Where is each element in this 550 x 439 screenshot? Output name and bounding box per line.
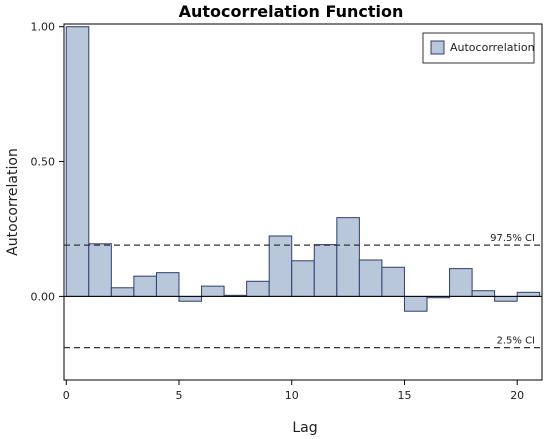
bar-lag-14 <box>381 266 405 297</box>
bar-lag-10 <box>291 260 315 297</box>
bars-group <box>65 26 541 312</box>
bar-lag-2 <box>110 287 135 297</box>
y-tick-label: 0.00 <box>31 290 56 303</box>
bar-lag-17 <box>449 268 473 297</box>
bar-lag-12 <box>336 217 360 297</box>
confidence-lines-group: 97.5% CI 2.5% CI <box>64 233 542 349</box>
bar-lag-1 <box>88 243 112 297</box>
x-tick-label: 20 <box>510 389 524 402</box>
y-axis-label: Autocorrelation <box>5 148 21 256</box>
bar-lag-3 <box>133 275 157 297</box>
ci-upper-label: 97.5% CI <box>490 233 535 244</box>
bar-lag-0 <box>65 26 90 297</box>
x-axis: 0 5 10 15 20 <box>63 380 524 402</box>
bar-lag-20 <box>516 291 541 297</box>
x-tick-label: 0 <box>63 389 70 402</box>
bar-lag-6 <box>201 285 225 297</box>
bar-lag-15 <box>403 295 428 312</box>
ci-lower-label: 2.5% CI <box>496 336 535 347</box>
x-tick-label: 5 <box>175 389 182 402</box>
bar-lag-8 <box>246 280 270 297</box>
legend-label: Autocorrelation <box>450 41 535 54</box>
bar-lag-4 <box>155 272 180 297</box>
y-tick-label: 0.50 <box>31 156 56 169</box>
x-tick-label: 10 <box>285 389 299 402</box>
x-axis-label: Lag <box>292 420 317 436</box>
chart-title: Autocorrelation Function <box>179 2 404 21</box>
legend-swatch <box>430 40 445 55</box>
x-tick-label: 15 <box>397 389 411 402</box>
plot-frame <box>63 23 543 381</box>
bar-lag-11 <box>313 244 338 297</box>
bar-lag-5 <box>178 295 203 302</box>
bar-lag-13 <box>358 259 383 297</box>
bar-lag-19 <box>494 295 518 302</box>
y-tick-label: 1.00 <box>31 21 56 34</box>
bar-lag-18 <box>471 290 496 297</box>
legend: Autocorrelation <box>422 32 535 64</box>
y-axis: 0.00 0.50 1.00 <box>31 21 64 303</box>
